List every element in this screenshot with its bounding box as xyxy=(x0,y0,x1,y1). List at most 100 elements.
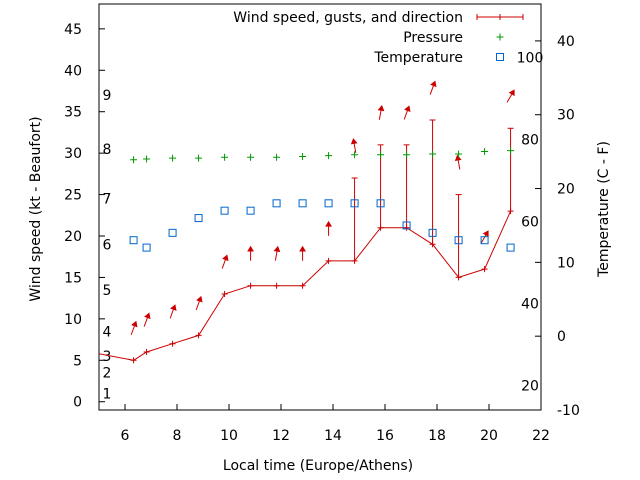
left-tick-label: 25 xyxy=(64,188,82,204)
wind-direction-arrowhead xyxy=(299,245,307,252)
beaufort-label: 9 xyxy=(103,88,112,104)
bottom-axis: 6 8 10 12 14 16 18 20 22 xyxy=(121,404,550,444)
right-tick-label: 40 xyxy=(557,34,575,50)
pressure-point xyxy=(507,147,515,155)
right-tick-label: 0 xyxy=(557,329,566,345)
wind-speed-point xyxy=(143,349,150,355)
wind-direction-arrowhead xyxy=(170,304,177,311)
temperature-point xyxy=(246,206,255,215)
beaufort-label: 5 xyxy=(103,283,112,299)
bottom-tick-label: 20 xyxy=(480,428,498,444)
pressure-point xyxy=(273,153,281,161)
beaufort-label: 7 xyxy=(103,192,112,208)
left-tick-label: 10 xyxy=(64,312,82,328)
fahrenheit-label: 40 xyxy=(521,296,539,312)
left-tick-label: 40 xyxy=(64,63,82,79)
y-axis-label-left: Wind speed (kt - Beaufort) xyxy=(28,116,44,301)
wind-speed-point xyxy=(169,340,176,347)
right-axis: -10 0 10 20 30 40 xyxy=(535,34,580,419)
left-tick-label: 45 xyxy=(64,22,82,38)
pressure-point xyxy=(143,155,151,163)
pressure-point xyxy=(429,150,437,158)
legend-label-temperature: Temperature xyxy=(373,50,463,66)
beaufort-label: 4 xyxy=(103,324,112,340)
left-tick-label: 35 xyxy=(64,105,82,121)
right-tick-label: -10 xyxy=(557,403,580,419)
bottom-tick-label: 12 xyxy=(272,428,290,444)
wind-direction-arrowhead xyxy=(508,89,515,97)
wind-speed-point xyxy=(455,274,462,281)
beaufort-label: 8 xyxy=(103,142,112,158)
wind-speed-point xyxy=(377,224,384,231)
bottom-tick-label: 18 xyxy=(428,428,446,444)
wind-speed-point xyxy=(507,208,514,215)
wind-direction-arrowhead xyxy=(482,230,489,237)
pressure-point xyxy=(169,154,177,162)
pressure-point xyxy=(325,152,333,160)
wind-direction-arrowhead xyxy=(196,295,203,303)
fahrenheit-label: 20 xyxy=(521,378,539,394)
temperature-point xyxy=(506,243,515,252)
bottom-tick-label: 8 xyxy=(173,428,182,444)
temperature-point xyxy=(220,206,229,215)
pressure-point xyxy=(221,153,229,161)
wind-speed-point xyxy=(429,241,436,248)
wind-direction-arrowhead xyxy=(222,254,229,262)
temperature-point xyxy=(480,236,489,245)
wind-speed-point xyxy=(221,291,228,297)
temperature-point xyxy=(168,228,177,237)
legend-swatch-pressure xyxy=(496,33,504,41)
wind-speed-point xyxy=(247,282,254,289)
left-tick-label: 30 xyxy=(64,146,82,162)
wind-direction-arrowhead xyxy=(247,245,255,252)
wind-direction-arrowhead xyxy=(404,105,411,112)
wind-speed-point xyxy=(403,224,410,231)
temperature-point xyxy=(272,199,281,208)
pressure-point xyxy=(351,151,359,159)
wind-speed-point xyxy=(130,357,137,364)
fahrenheit-scale: 20 40 60 80 100 xyxy=(517,50,544,394)
temperature-point xyxy=(298,199,307,208)
bottom-tick-label: 22 xyxy=(532,428,550,444)
temperature-point xyxy=(194,214,203,223)
pressure-point xyxy=(403,151,411,159)
pressure-series xyxy=(130,147,515,164)
fahrenheit-label: 60 xyxy=(521,214,539,230)
beaufort-label: 2 xyxy=(103,366,112,382)
pressure-point xyxy=(195,154,203,162)
beaufort-label: 3 xyxy=(103,349,112,365)
temperature-point xyxy=(129,236,138,245)
wind-direction-arrowhead xyxy=(430,80,437,88)
pressure-point xyxy=(299,152,307,160)
legend-label-wind: Wind speed, gusts, and direction xyxy=(233,10,463,26)
wind-direction-arrowhead xyxy=(131,320,138,328)
right-tick-label: 30 xyxy=(557,108,575,124)
pressure-point xyxy=(247,153,255,161)
legend-swatch-temperature xyxy=(496,53,504,61)
x-axis-label: Local time (Europe/Athens) xyxy=(223,458,413,474)
temperature-point xyxy=(350,199,359,208)
temperature-point xyxy=(428,228,437,237)
wind-direction-arrowhead xyxy=(325,220,333,227)
temperature-point xyxy=(454,236,463,245)
fahrenheit-label: 100 xyxy=(517,50,544,66)
left-tick-label: 15 xyxy=(64,270,82,286)
wind-speed-point xyxy=(299,282,306,289)
temperature-point xyxy=(402,221,411,230)
legend-label-pressure: Pressure xyxy=(403,30,463,46)
fahrenheit-label: 80 xyxy=(521,132,539,148)
pressure-point xyxy=(481,147,489,155)
pressure-point xyxy=(455,150,463,158)
left-tick-label: 0 xyxy=(73,395,82,411)
temperature-point xyxy=(376,199,385,208)
wind-direction-arrowhead xyxy=(377,104,385,112)
bottom-tick-label: 10 xyxy=(220,428,238,444)
wind-speed-point xyxy=(273,282,280,289)
wind-speed-point xyxy=(195,332,202,339)
left-tick-label: 5 xyxy=(73,353,82,369)
pressure-point xyxy=(130,156,138,164)
wind-direction-arrowhead xyxy=(350,138,358,145)
wind-direction-arrowhead xyxy=(273,245,281,253)
